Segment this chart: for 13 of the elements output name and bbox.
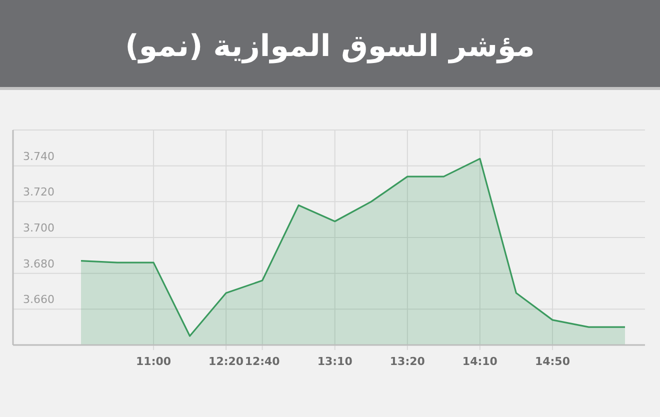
x-tick-label: 11:00 xyxy=(136,355,172,368)
y-tick-label: 3.700 xyxy=(23,222,54,234)
y-tick-label: 3.660 xyxy=(23,293,54,306)
x-tick-label: 12:40 xyxy=(244,355,280,368)
x-tick-label: 14:50 xyxy=(534,355,570,368)
x-tick-label: 12:20 xyxy=(208,355,244,368)
y-tick-label: 3.680 xyxy=(23,257,54,270)
x-tick-label: 14:10 xyxy=(462,355,498,368)
chart-title: مؤشر السوق الموازية (نمو) xyxy=(125,29,535,64)
x-tick-label: 13:20 xyxy=(390,355,426,368)
x-tick-label: 13:10 xyxy=(317,355,353,368)
y-tick-label: 3.740 xyxy=(23,150,54,163)
y-tick-label: 3.720 xyxy=(23,186,54,199)
